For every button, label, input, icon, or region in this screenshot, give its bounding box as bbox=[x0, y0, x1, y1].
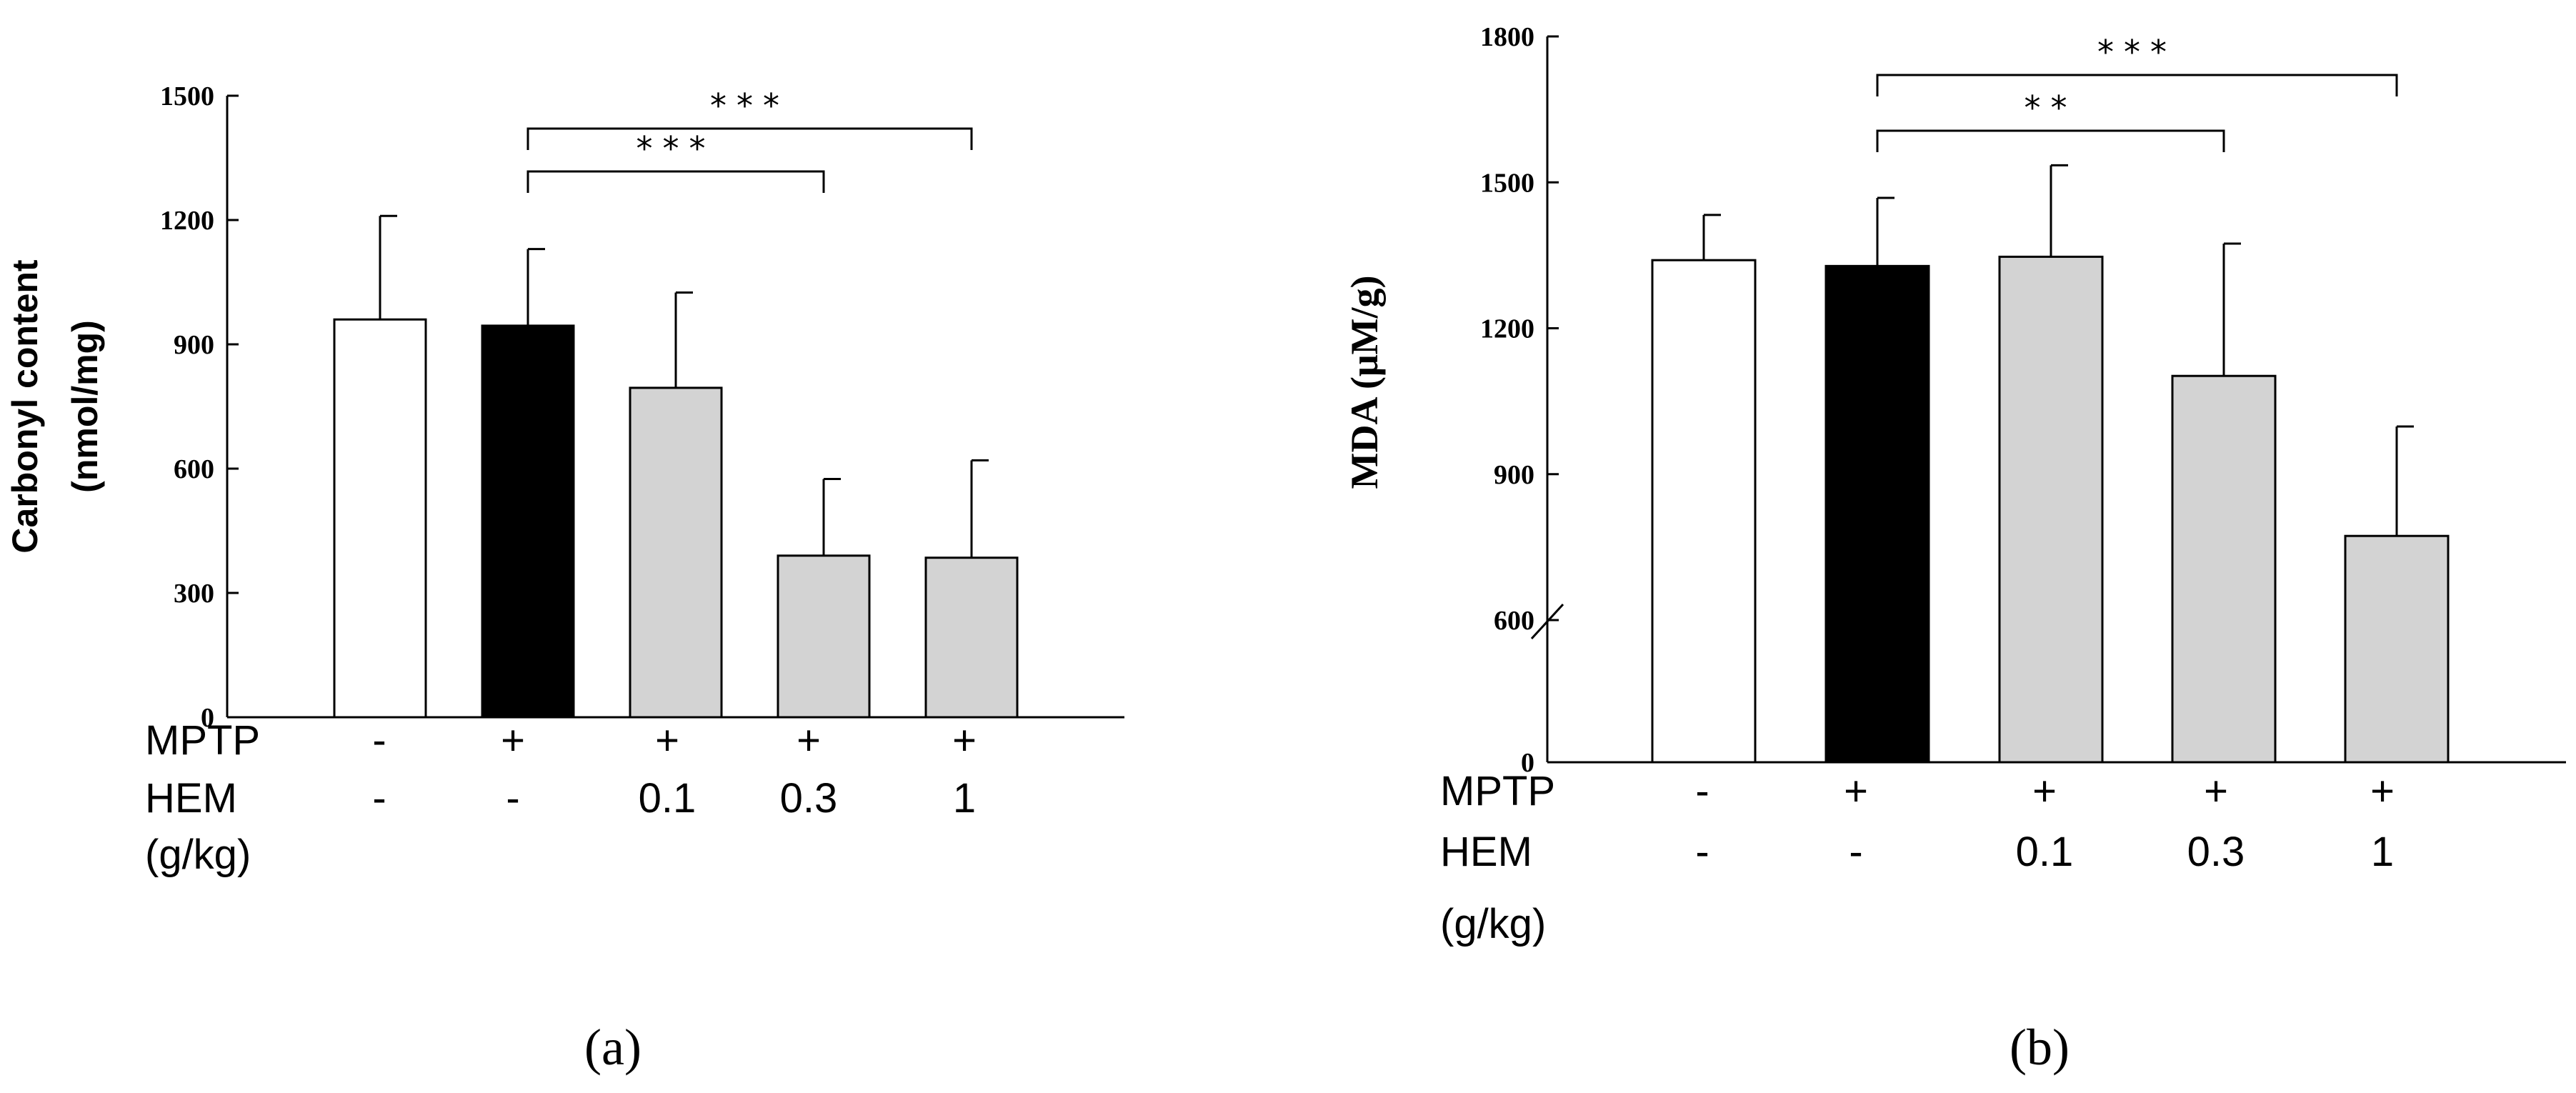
treatment-row-label: (g/kg) bbox=[1440, 901, 1546, 947]
y-tick-label: 1500 bbox=[1480, 168, 1534, 198]
bar bbox=[777, 554, 871, 719]
treatment-cell: + bbox=[952, 717, 977, 764]
bar bbox=[1998, 255, 2104, 764]
y-tick-label: 900 bbox=[174, 330, 214, 360]
treatment-cell: 1 bbox=[2371, 829, 2394, 875]
y-tick-label: 600 bbox=[1494, 606, 1534, 636]
treatment-cell: + bbox=[501, 717, 525, 764]
significance-label: ** bbox=[2025, 89, 2077, 127]
treatment-cell: + bbox=[2370, 768, 2395, 814]
panel-label: (b) bbox=[2010, 1019, 2070, 1076]
bar bbox=[1824, 264, 1930, 764]
bar bbox=[924, 557, 1019, 719]
y-tick-label: 0 bbox=[1521, 748, 1534, 778]
treatment-row-label: (g/kg) bbox=[145, 832, 251, 878]
significance-bracket bbox=[526, 170, 825, 193]
bar bbox=[2171, 374, 2277, 764]
y-tick-label: 1200 bbox=[160, 206, 214, 236]
y-axis-label: MDA (μM/g) bbox=[1343, 275, 1386, 489]
treatment-cell: 1 bbox=[953, 775, 976, 822]
y-axis-unit: (nmol/mg) bbox=[65, 320, 105, 493]
panel-label: (a) bbox=[584, 1019, 641, 1076]
y-tick-label: 1200 bbox=[1480, 314, 1534, 344]
treatment-cell: - bbox=[1849, 829, 1862, 875]
bar bbox=[2344, 534, 2450, 764]
bar bbox=[333, 318, 427, 719]
y-tick-label: 0 bbox=[201, 703, 214, 733]
treatment-cell: 0.3 bbox=[2187, 829, 2245, 875]
significance-label: *** bbox=[2097, 33, 2177, 71]
significance-label: *** bbox=[710, 86, 789, 125]
treatment-row-label: MPTP bbox=[145, 717, 260, 764]
significance-bracket bbox=[1876, 129, 2225, 152]
significance-bracket bbox=[526, 127, 973, 150]
treatment-cell: - bbox=[372, 775, 386, 822]
y-tick-label: 900 bbox=[1494, 460, 1534, 490]
treatment-cell: + bbox=[655, 717, 679, 764]
y-axis-label: Carbonyl content bbox=[5, 259, 45, 553]
bar bbox=[1651, 259, 1757, 764]
treatment-cell: 0.1 bbox=[2016, 829, 2074, 875]
treatment-cell: + bbox=[797, 717, 821, 764]
chart-panel-a: 0 300 600 900 1200 1500 Carbonyl content (nmol/… bbox=[5, 81, 1124, 1076]
bar bbox=[481, 324, 575, 719]
y-tick-label: 300 bbox=[174, 579, 214, 609]
bar bbox=[629, 386, 723, 719]
y-tick-label: 1800 bbox=[1480, 22, 1534, 52]
significance-label: *** bbox=[636, 129, 716, 168]
axis-break-mark bbox=[1530, 603, 1564, 640]
treatment-cell: + bbox=[2204, 768, 2228, 814]
treatment-cell: - bbox=[1695, 768, 1709, 814]
treatment-row-label: HEM bbox=[1440, 829, 1532, 875]
treatment-cell: + bbox=[1844, 768, 1868, 814]
y-tick-label: 1500 bbox=[160, 81, 214, 111]
y-tick-label: 600 bbox=[174, 454, 214, 484]
treatment-cell: + bbox=[2032, 768, 2057, 814]
treatment-cell: - bbox=[506, 775, 519, 822]
treatment-cell: 0.3 bbox=[780, 775, 838, 822]
treatment-cell: - bbox=[1695, 829, 1709, 875]
significance-bracket bbox=[1876, 74, 2398, 96]
treatment-row-label: HEM bbox=[145, 775, 237, 822]
treatment-cell: - bbox=[372, 717, 386, 764]
treatment-cell: 0.1 bbox=[639, 775, 697, 822]
treatment-row-label: MPTP bbox=[1440, 768, 1555, 814]
